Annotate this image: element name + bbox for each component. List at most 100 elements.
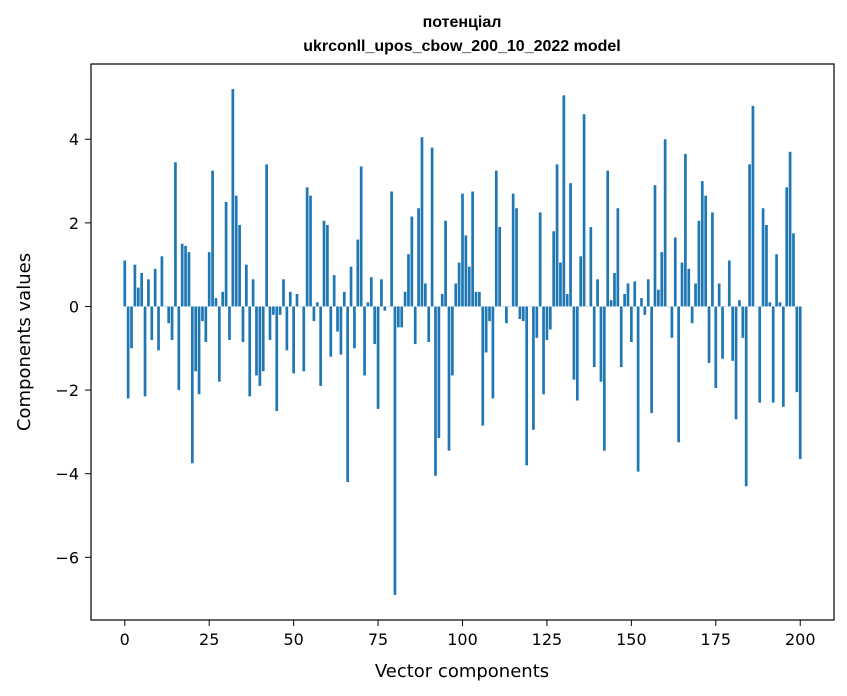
bar-124 xyxy=(542,306,545,395)
y-tick-label: −4 xyxy=(55,465,79,484)
bar-176 xyxy=(717,283,721,307)
bar-194 xyxy=(778,302,782,307)
bar-26 xyxy=(211,170,214,307)
bar-15 xyxy=(174,162,177,307)
bar-48 xyxy=(285,306,289,351)
bar-131 xyxy=(565,293,569,307)
bar-134 xyxy=(575,306,579,401)
bar-25 xyxy=(207,252,211,307)
x-tick-label: 175 xyxy=(701,630,732,649)
bar-99 xyxy=(457,262,461,307)
bar-143 xyxy=(606,170,610,307)
bar-174 xyxy=(711,212,714,307)
bar-198 xyxy=(792,233,795,307)
bar-184 xyxy=(744,306,748,487)
bar-93 xyxy=(437,306,441,439)
bar-4 xyxy=(136,287,140,307)
bar-92 xyxy=(434,306,437,476)
bar-53 xyxy=(302,306,306,372)
bar-6 xyxy=(143,306,147,397)
chart-title-line-1: потенціал xyxy=(423,14,502,31)
bar-3 xyxy=(133,264,137,307)
bar-66 xyxy=(346,306,350,483)
bar-177 xyxy=(721,306,724,359)
bar-155 xyxy=(646,279,650,307)
y-tick-label: −6 xyxy=(55,548,79,567)
bar-117 xyxy=(518,306,522,320)
bar-45 xyxy=(275,306,279,411)
x-tick-label: 200 xyxy=(785,630,816,649)
bar-98 xyxy=(454,283,458,307)
bar-69 xyxy=(356,239,360,307)
bar-122 xyxy=(535,306,539,338)
bar-88 xyxy=(420,137,424,307)
bar-153 xyxy=(640,298,643,307)
bar-20 xyxy=(190,306,194,464)
bar-109 xyxy=(491,306,495,399)
bar-140 xyxy=(596,279,599,307)
bar-149 xyxy=(626,283,630,307)
bar-172 xyxy=(704,195,708,307)
bar-34 xyxy=(238,224,241,307)
bar-188 xyxy=(758,306,762,403)
bar-96 xyxy=(447,306,451,451)
bar-37 xyxy=(248,306,252,397)
bar-147 xyxy=(619,306,623,368)
bar-82 xyxy=(400,306,404,328)
bar-101 xyxy=(464,235,468,307)
bar-170 xyxy=(697,220,701,307)
x-tick-label: 75 xyxy=(368,630,388,649)
bar-30 xyxy=(224,201,228,307)
bar-83 xyxy=(403,291,407,307)
bar-76 xyxy=(380,279,383,307)
bar-7 xyxy=(147,279,150,307)
bar-74 xyxy=(373,306,377,345)
bar-133 xyxy=(572,306,576,380)
bar-193 xyxy=(775,254,778,307)
bar-67 xyxy=(349,266,353,307)
x-tick-label: 25 xyxy=(199,630,219,649)
bar-72 xyxy=(366,302,370,307)
bar-118 xyxy=(521,306,525,322)
bar-11 xyxy=(160,256,164,307)
bar-190 xyxy=(765,224,768,307)
bar-127 xyxy=(552,231,556,307)
bar-89 xyxy=(424,283,427,307)
bar-146 xyxy=(616,208,620,307)
bar-47 xyxy=(282,279,285,307)
x-tick-label: 100 xyxy=(447,630,478,649)
bar-75 xyxy=(376,306,380,409)
bar-86 xyxy=(413,306,417,345)
bar-180 xyxy=(731,306,735,361)
bar-158 xyxy=(657,289,660,307)
x-tick-label: 125 xyxy=(532,630,563,649)
bar-135 xyxy=(579,256,583,307)
bar-125 xyxy=(545,306,549,340)
bar-series xyxy=(123,89,802,595)
bar-171 xyxy=(700,181,704,307)
bar-9 xyxy=(153,268,157,307)
bar-103 xyxy=(471,191,474,307)
bar-164 xyxy=(677,306,680,443)
bar-90 xyxy=(427,306,431,342)
bar-126 xyxy=(548,306,552,330)
bar-130 xyxy=(562,95,566,307)
bar-166 xyxy=(684,153,687,307)
bar-128 xyxy=(555,164,559,307)
bar-56 xyxy=(312,306,316,322)
bar-106 xyxy=(481,306,485,426)
bar-163 xyxy=(673,237,677,307)
bar-119 xyxy=(525,306,529,466)
bar-175 xyxy=(714,306,718,388)
x-axis-label: Vector components xyxy=(375,661,549,682)
bar-167 xyxy=(687,268,691,307)
bar-144 xyxy=(609,300,613,307)
bar-132 xyxy=(569,183,572,307)
bar-81 xyxy=(396,306,400,328)
bar-24 xyxy=(204,306,208,342)
bar-0 xyxy=(123,260,127,307)
bar-104 xyxy=(474,291,478,307)
bar-41 xyxy=(261,306,265,372)
bar-160 xyxy=(663,139,667,307)
x-tick-label: 150 xyxy=(616,630,647,649)
